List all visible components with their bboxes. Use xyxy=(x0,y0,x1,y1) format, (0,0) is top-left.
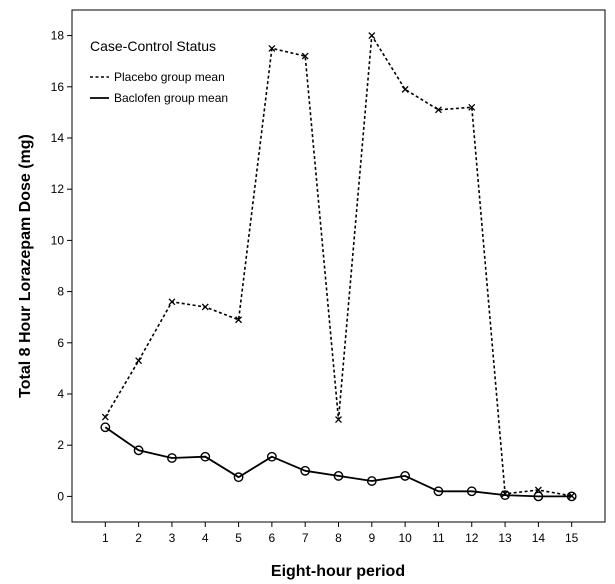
x-tick-label: 5 xyxy=(235,531,242,545)
baclofen-group-mean-point xyxy=(433,486,444,497)
baclofen-group-mean-point xyxy=(300,465,311,476)
x-tick-label: 11 xyxy=(432,531,445,545)
placebo-group-mean-point xyxy=(135,357,143,365)
y-tick-label: 18 xyxy=(51,29,65,43)
series-layer xyxy=(100,32,577,502)
x-tick-label: 10 xyxy=(398,531,412,545)
x-tick-label: 14 xyxy=(532,531,546,545)
y-tick-label: 10 xyxy=(51,233,65,247)
baclofen-group-mean-point xyxy=(333,471,344,481)
baclofen-group-mean-line xyxy=(104,426,572,498)
placebo-group-mean-point xyxy=(101,413,109,421)
y-axis-title: Total 8 Hour Lorazepam Dose (mg) xyxy=(17,134,34,398)
baclofen-group-mean-point xyxy=(366,476,377,486)
x-tick-label: 8 xyxy=(335,531,342,545)
x-tick-label: 2 xyxy=(135,531,142,545)
y-axis: 0 2 4 6 8 10 12 14 16 18 xyxy=(51,29,72,503)
y-tick-label: 0 xyxy=(57,489,64,503)
x-tick-label: 3 xyxy=(169,531,176,545)
baclofen-group-mean-point xyxy=(200,451,211,462)
legend-baclofen-label: Baclofen group mean xyxy=(114,91,228,105)
placebo-group-mean-point xyxy=(235,316,243,324)
x-tick-label: 12 xyxy=(465,531,479,545)
placebo-group-mean-point xyxy=(201,303,209,311)
legend: Case-Control Status Placebo group mean B… xyxy=(90,38,228,105)
y-tick-label: 16 xyxy=(51,80,65,94)
placebo-group-mean-point xyxy=(468,103,476,111)
x-tick-label: 6 xyxy=(269,531,276,545)
placebo-group-mean-point xyxy=(168,298,176,306)
x-tick-label: 9 xyxy=(368,531,375,545)
x-tick-label: 1 xyxy=(102,531,109,545)
y-tick-label: 4 xyxy=(57,387,64,401)
placebo-group-mean-point xyxy=(268,44,276,52)
x-axis: 1 2 3 4 5 6 7 8 9 10 11 12 13 14 15 xyxy=(102,522,579,545)
placebo-group-mean-point xyxy=(335,416,342,424)
legend-placebo-label: Placebo group mean xyxy=(114,70,225,84)
plot-area xyxy=(71,9,606,523)
x-axis-title: Eight-hour period xyxy=(271,563,405,580)
baclofen-group-mean-point xyxy=(100,422,111,433)
baclofen-group-mean-point xyxy=(400,471,411,481)
x-tick-label: 4 xyxy=(202,531,209,545)
placebo-group-mean-point xyxy=(401,85,409,93)
baclofen-group-mean-point xyxy=(233,472,244,483)
y-tick-label: 6 xyxy=(57,336,64,350)
x-tick-label: 15 xyxy=(565,531,579,545)
x-tick-label: 13 xyxy=(498,531,512,545)
legend-title: Case-Control Status xyxy=(90,38,216,54)
placebo-group-mean-point xyxy=(301,52,309,60)
y-tick-label: 14 xyxy=(51,131,65,145)
baclofen-group-mean-point xyxy=(466,486,477,497)
baclofen-group-mean-point xyxy=(266,451,277,462)
baclofen-group-mean-point xyxy=(500,490,510,501)
placebo-group-mean-point xyxy=(368,32,376,40)
x-tick-label: 7 xyxy=(302,531,309,545)
baclofen-group-mean-point xyxy=(167,453,177,463)
placebo-group-mean-point xyxy=(434,106,442,114)
y-tick-label: 2 xyxy=(57,438,64,452)
baclofen-group-mean-point xyxy=(533,491,544,502)
baclofen-group-mean-point xyxy=(133,445,144,456)
baclofen-group-mean-point xyxy=(566,491,577,502)
y-tick-label: 12 xyxy=(51,182,65,196)
y-tick-label: 8 xyxy=(57,285,64,299)
